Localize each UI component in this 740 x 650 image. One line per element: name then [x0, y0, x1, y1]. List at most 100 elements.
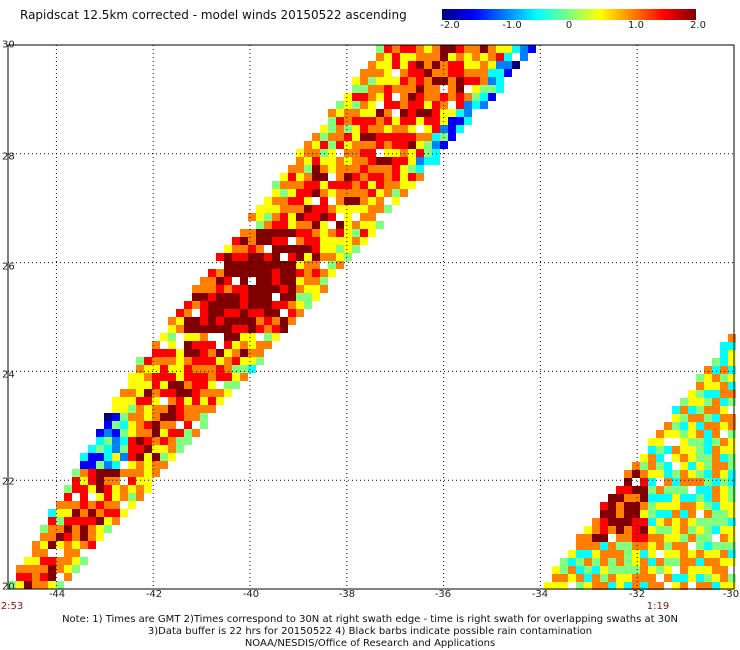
wind-cell	[368, 181, 376, 189]
wind-cell	[688, 454, 696, 462]
wind-cell	[304, 277, 312, 285]
wind-cell	[136, 493, 144, 501]
wind-cell	[112, 437, 120, 445]
wind-cell	[336, 229, 344, 237]
wind-cell	[712, 382, 720, 390]
wind-cell	[328, 109, 336, 117]
wind-cell	[104, 525, 112, 533]
wind-cell	[288, 213, 296, 221]
wind-cell	[160, 365, 168, 373]
wind-cell	[704, 558, 712, 566]
wind-cell	[704, 478, 712, 486]
wind-cell	[320, 149, 328, 157]
wind-cell	[80, 501, 88, 509]
wind-cell	[336, 173, 344, 181]
wind-cell	[352, 125, 360, 133]
wind-cell	[416, 93, 424, 101]
wind-cell	[432, 93, 440, 101]
wind-cell	[672, 582, 680, 590]
wind-cell	[696, 582, 704, 590]
wind-cell	[320, 213, 328, 221]
note-line-3: NOAA/NESDIS/Office of Research and Appli…	[244, 638, 496, 649]
wind-cell	[136, 485, 144, 493]
wind-cell	[664, 558, 672, 566]
wind-cell	[88, 469, 96, 477]
wind-cell	[672, 518, 680, 526]
wind-cell	[728, 390, 736, 398]
wind-cell	[728, 438, 736, 446]
wind-cell	[432, 141, 440, 149]
wind-cell	[392, 45, 400, 53]
wind-cell	[720, 542, 728, 550]
wind-cell	[336, 261, 344, 269]
wind-cell	[72, 501, 80, 509]
wind-cell	[576, 566, 584, 574]
wind-cell	[464, 61, 472, 69]
wind-cell	[328, 229, 336, 237]
wind-cell	[400, 53, 408, 61]
wind-cell	[256, 293, 264, 301]
wind-cell	[416, 61, 424, 69]
wind-cell	[328, 125, 336, 133]
wind-cell	[160, 445, 168, 453]
wind-cell	[232, 245, 240, 253]
wind-cell	[256, 269, 264, 277]
wind-cell	[712, 494, 720, 502]
wind-cell	[136, 357, 144, 365]
wind-cell	[712, 574, 720, 582]
wind-cell	[504, 69, 512, 77]
wind-cell	[728, 574, 736, 582]
wind-cell	[712, 518, 720, 526]
wind-cell	[696, 574, 704, 582]
wind-cell	[648, 454, 656, 462]
wind-cell	[312, 181, 320, 189]
wind-cell	[384, 141, 392, 149]
wind-cell	[480, 53, 488, 61]
wind-cell	[16, 565, 24, 573]
wind-cell	[656, 502, 664, 510]
wind-cell	[216, 389, 224, 397]
wind-cell	[296, 221, 304, 229]
wind-cell	[320, 141, 328, 149]
wind-cell	[240, 293, 248, 301]
wind-cell	[224, 389, 232, 397]
wind-cell	[448, 117, 456, 125]
wind-cell	[328, 245, 336, 253]
wind-cell	[352, 101, 360, 109]
wind-cell	[696, 486, 704, 494]
wind-cell	[720, 494, 728, 502]
wind-cell	[680, 470, 688, 478]
wind-cell	[344, 149, 352, 157]
wind-cell	[728, 374, 736, 382]
wind-cell	[584, 534, 592, 542]
wind-cell	[648, 510, 656, 518]
wind-cell	[104, 453, 112, 461]
wind-cell	[720, 534, 728, 542]
wind-cell	[600, 526, 608, 534]
wind-cell	[288, 293, 296, 301]
wind-cell	[240, 229, 248, 237]
wind-cell	[240, 269, 248, 277]
wind-cell	[256, 285, 264, 293]
wind-cell	[120, 453, 128, 461]
wind-cell	[720, 510, 728, 518]
wind-cell	[112, 485, 120, 493]
wind-cell	[352, 245, 360, 253]
wind-cell	[136, 373, 144, 381]
wind-cell	[24, 573, 32, 581]
wind-cell	[608, 510, 616, 518]
wind-cell	[712, 550, 720, 558]
wind-cell	[272, 269, 280, 277]
wind-cell	[272, 189, 280, 197]
wind-cell	[104, 445, 112, 453]
lon-label: -44	[48, 589, 66, 600]
wind-cell	[720, 414, 728, 422]
wind-cell	[112, 405, 120, 413]
wind-cell	[392, 141, 400, 149]
wind-cell	[400, 125, 408, 133]
wind-cell	[632, 558, 640, 566]
wind-cell	[200, 405, 208, 413]
wind-cell	[344, 125, 352, 133]
wind-cell	[296, 181, 304, 189]
wind-cell	[192, 389, 200, 397]
